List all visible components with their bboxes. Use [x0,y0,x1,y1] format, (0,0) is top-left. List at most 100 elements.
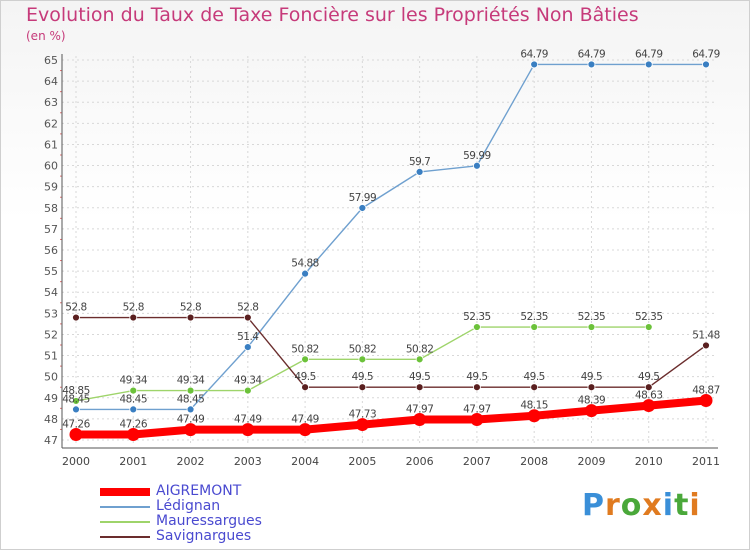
legend-item: Mauressargues [100,514,262,529]
data-point [530,323,539,331]
y-tick-label: 54 [44,286,58,299]
data-label: 47.97 [406,404,434,416]
data-point [473,161,481,170]
data-label: 54.88 [291,258,319,270]
data-label: 47.26 [62,419,90,431]
x-tick-label: 2007 [463,455,491,468]
series-line-aigremont [72,396,710,439]
data-point [186,405,195,414]
legend-label: AIGREMONT [156,483,242,499]
data-label: 48.85 [62,385,90,397]
data-point [72,313,80,322]
data-label: 50.82 [406,343,434,355]
data-label: 47.97 [463,404,491,416]
y-tick-label: 49 [44,392,58,405]
data-label: 49.34 [177,375,205,387]
proxiti-logo: Proxiti [582,488,701,523]
data-point [129,405,138,414]
data-point [301,269,309,278]
data-point [587,323,596,331]
data-point [699,394,713,408]
data-label: 51.48 [692,329,720,341]
data-point [644,323,653,331]
data-label: 48.45 [62,393,90,405]
data-point [530,60,539,69]
data-label: 52.8 [237,302,258,314]
data-point [129,313,138,322]
chart-legend: AIGREMONT Lédignan Mauressargues Savignargu… [100,484,262,544]
x-tick-label: 2002 [177,455,205,468]
data-point [527,409,541,423]
legend-item: Lédignan [100,499,262,514]
data-label: 51.4 [237,331,259,343]
y-tick-label: 57 [44,223,58,236]
data-point [72,397,80,405]
series-line-savignargues [75,316,707,388]
data-label: 48.45 [119,393,147,405]
y-tick-label: 51 [44,350,58,363]
x-tick-label: 2000 [62,455,90,468]
y-tick-label: 62 [44,117,58,130]
y-tick-label: 53 [44,307,58,320]
legend-label: Mauressargues [156,513,262,529]
data-label: 48.15 [520,400,548,412]
data-point [530,383,539,392]
data-point [301,355,309,364]
data-point [72,405,80,414]
logo-letter: P [582,488,605,523]
data-point [702,60,710,69]
data-point [587,60,596,69]
logo-letter: t [674,488,690,523]
legend-swatch [100,487,150,496]
data-point [473,383,481,392]
y-tick-label: 61 [44,138,58,151]
data-label: 48.39 [578,395,606,407]
y-tick-label: 63 [44,96,58,109]
legend-item: AIGREMONT [100,484,262,499]
data-point [301,383,309,392]
data-point [298,423,312,437]
data-label: 47.49 [177,414,205,426]
legend-swatch [100,520,150,523]
data-point [186,386,195,395]
y-tick-label: 56 [44,244,58,257]
x-tick-label: 2001 [119,455,147,468]
data-point [415,355,424,364]
data-label: 64.79 [520,48,548,60]
data-point [413,413,427,427]
x-tick-label: 2011 [692,455,720,468]
data-label: 49.34 [119,375,147,387]
data-label: 50.82 [349,343,377,355]
data-point [241,423,255,437]
data-label: 47.26 [119,419,147,431]
data-label: 49.5 [638,371,659,383]
data-point [358,355,367,364]
data-label: 52.8 [123,302,144,314]
data-point [642,399,656,413]
data-point [584,404,598,418]
chart-title: Evolution du Taux de Taxe Foncière sur l… [26,4,639,26]
data-label: 52.35 [520,311,548,323]
logo-letter: o [620,488,643,523]
chart-unit: (en %) [26,29,66,43]
data-point [184,423,198,437]
data-point [129,386,138,395]
data-point [355,418,369,432]
x-tick-label: 2008 [520,455,548,468]
x-tick-label: 2005 [348,455,376,468]
data-label: 48.87 [692,385,720,397]
data-label: 52.8 [65,302,86,314]
data-label: 47.49 [234,414,262,426]
data-point [473,323,481,331]
y-tick-label: 65 [44,54,58,67]
data-label: 47.73 [349,409,377,421]
data-point [415,167,424,176]
logo-letter: i [662,488,675,523]
x-tick-label: 2003 [234,455,262,468]
data-point [470,413,484,427]
y-tick-label: 50 [44,371,58,384]
y-tick-label: 47 [44,434,58,447]
data-label: 59.7 [409,156,430,168]
data-label: 49.5 [409,371,430,383]
